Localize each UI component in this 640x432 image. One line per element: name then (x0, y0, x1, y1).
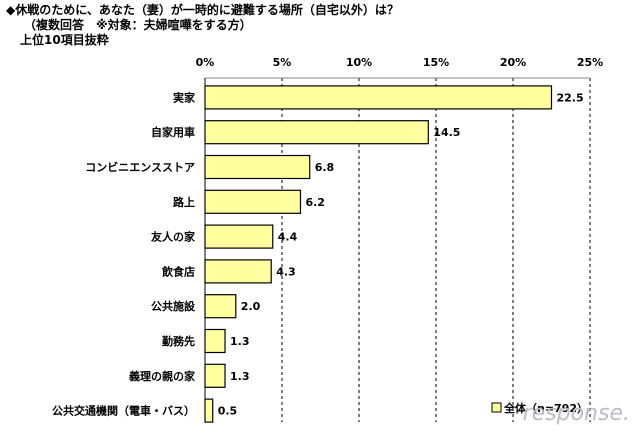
category-label: 友人の家 (151, 230, 196, 244)
bar (204, 398, 214, 423)
legend-label: 全体（n=792） (503, 401, 588, 415)
bar (204, 120, 429, 145)
bar (204, 224, 274, 249)
bar (204, 85, 553, 110)
data-label: 4.4 (278, 231, 298, 244)
x-tick-label: 25% (577, 56, 603, 69)
bar (204, 363, 226, 388)
x-tick-label: 20% (500, 56, 526, 69)
data-label: 6.8 (315, 161, 335, 174)
chart-note: （複数回答 ※対象：夫婦喧嘩をする方） (24, 18, 252, 32)
category-label: 自家用車 (151, 125, 195, 139)
data-label: 14.5 (433, 126, 460, 139)
legend-swatch (491, 402, 502, 413)
x-tick-label: 15% (423, 56, 449, 69)
chart-header: ◆休戦のために、あなた（妻）が一時的に避難する場所（自宅以外）は？ （複数回答 … (6, 3, 399, 48)
category-label: 公共施設 (151, 299, 196, 313)
data-label: 6.2 (305, 196, 325, 209)
bar (204, 259, 272, 284)
watermark: response. (522, 401, 630, 426)
x-tick-label: 10% (346, 56, 372, 69)
x-tick-label: 0% (196, 56, 215, 69)
data-label: 4.3 (276, 265, 296, 278)
category-label: 実家 (173, 90, 196, 104)
data-label: 0.5 (218, 405, 238, 418)
x-tick-label: 5% (273, 56, 292, 69)
category-label: 義理の親の家 (129, 369, 196, 383)
data-label: 22.5 (557, 91, 584, 104)
category-label: 飲食店 (161, 264, 195, 278)
bar (204, 189, 302, 214)
category-label: 公共交通機関（電車・バス） (52, 404, 195, 418)
bar (204, 154, 311, 180)
data-label: 1.3 (230, 335, 250, 348)
bar (204, 328, 226, 354)
chart-subset-label: 上位10項目抜粋 (20, 33, 109, 47)
data-label: 2.0 (241, 300, 261, 313)
category-label: コンビニエンスストア (85, 160, 195, 174)
category-label: 路上 (173, 195, 195, 209)
bar (204, 294, 237, 319)
data-label: 1.3 (230, 370, 250, 383)
chart-title: ◆休戦のために、あなた（妻）が一時的に避難する場所（自宅以外）は？ (6, 3, 399, 17)
category-label: 勤務先 (162, 334, 195, 348)
